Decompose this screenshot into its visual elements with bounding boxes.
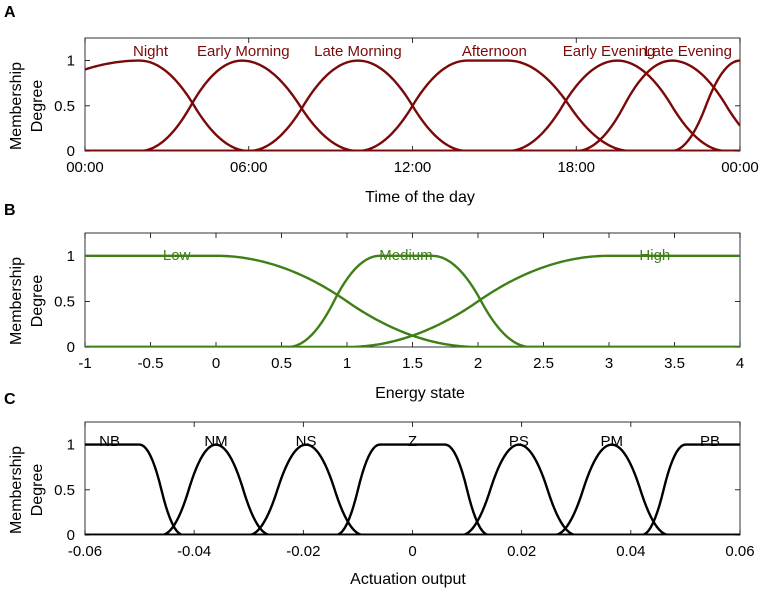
- panel-c-mf-curve-nb: [85, 443, 740, 535]
- panel-a-ytick-label: 1: [67, 53, 75, 70]
- panel-a-xtick-label: 00:00: [66, 159, 104, 176]
- panel-c-ytick-label: 0.5: [54, 482, 75, 499]
- panel-b-mf-curve-low: [85, 254, 740, 347]
- panel-b-ylabel-line2: Degree: [29, 275, 46, 328]
- panel-a-xtick-label: 12:00: [394, 159, 432, 176]
- panel-b-ytick-label: 0: [67, 339, 75, 356]
- panel-letter-b: B: [4, 202, 16, 219]
- panel-a-ytick-label: 0: [67, 143, 75, 160]
- panel-a-ylabel-line1: Membership: [8, 62, 25, 150]
- panel-b-xtick-label: -0.5: [138, 355, 164, 372]
- panel-c-ytick-label: 0: [67, 527, 75, 544]
- panel-c-xtick-label: -0.02: [286, 543, 320, 560]
- panel-a-ylabel-line2: Degree: [29, 80, 46, 133]
- panel-b-xtick-label: 3.5: [664, 355, 685, 372]
- panel-a-mf-curve-afternoon: [85, 59, 740, 151]
- panel-a-ytick-label: 0.5: [54, 98, 75, 115]
- panel-c-ylabel-line1: Membership: [8, 446, 25, 534]
- panel-c-plot: -0.06 -0.04 -0.02 0 0.02 0.04 0.06 0 0.5 1 NB NM NS Z…: [54, 421, 755, 560]
- panel-a-xtick-label: 18:00: [557, 159, 595, 176]
- panel-c-ylabel-line2: Degree: [29, 464, 46, 517]
- panel-b-ytick-label: 1: [67, 248, 75, 265]
- panel-c-mf-label-pb: PB: [700, 433, 720, 450]
- panel-c-mf-curve-pm: [85, 443, 740, 535]
- panel-c-mf-curve-ps: [85, 443, 740, 535]
- panel-a-mf-curve-early-evening: [85, 59, 740, 151]
- panel-c-mf-curve-ns: [85, 443, 740, 535]
- panel-c-xtick-label: -0.04: [177, 543, 211, 560]
- panel-c-mf-label-ns: NS: [296, 433, 317, 450]
- panel-c-mf-label-nm: NM: [204, 433, 227, 450]
- panel-a-xtick-label: 00:00: [721, 159, 759, 176]
- panel-b-mf-curve-high: [85, 254, 740, 347]
- panel-c-xtick-label: 0.02: [507, 543, 536, 560]
- panel-c-xtick-label: 0.06: [725, 543, 754, 560]
- panel-c-mf-curve-z: [85, 443, 740, 535]
- panel-b-xtick-label: 0: [212, 355, 220, 372]
- panel-c-mf-curve-pb: [85, 443, 740, 535]
- panel-c-xtick-label: 0: [408, 543, 416, 560]
- panel-a-mf-curve-early-morning: [85, 59, 740, 151]
- panel-a-mf-label-afternoon: Afternoon: [462, 43, 527, 60]
- panel-a-mf-label-early-morning: Early Morning: [197, 43, 290, 60]
- panel-c-mf-label-nb: NB: [99, 433, 120, 450]
- panel-b-mf-label-high: High: [639, 247, 670, 264]
- panel-a-mf-curve-night: [85, 59, 740, 151]
- panel-c-xlabel: Actuation output: [350, 571, 466, 588]
- panel-b-xtick-label: 3: [605, 355, 613, 372]
- panel-a-mf-curve-late-evening: [85, 59, 740, 151]
- panel-b-xtick-label: 4: [736, 355, 744, 372]
- panel-b: B Membership Degree Energy state -1 -0.5 0…: [4, 202, 744, 402]
- panel-letter-c: C: [4, 391, 16, 408]
- panel-c-ytick-label: 1: [67, 437, 75, 454]
- panel-a-xlabel: Time of the day: [365, 189, 475, 206]
- panel-b-mf-label-low: Low: [163, 247, 191, 264]
- panel-b-mf-label-medium: Medium: [379, 247, 432, 264]
- panel-c-xtick-label: -0.06: [68, 543, 102, 560]
- panel-b-xlabel: Energy state: [375, 385, 465, 402]
- panel-b-xtick-label: 1.5: [402, 355, 423, 372]
- panel-a-xtick-label: 06:00: [230, 159, 268, 176]
- panel-b-ytick-label: 0.5: [54, 293, 75, 310]
- panel-b-plot: -1 -0.5 0 0.5 1 1.5 2 2.5 3 3.5 4 0 0.5 1 Low Medium Hig…: [54, 232, 744, 372]
- panel-a-mf-label-late-morning: Late Morning: [314, 43, 402, 60]
- panel-c: C Membership Degree Actuation output -0.…: [4, 391, 755, 588]
- panel-a: A Membership Degree Time of the day 00:0…: [4, 4, 759, 206]
- panel-letter-a: A: [4, 4, 16, 21]
- panel-c-mf-curve-nm: [85, 443, 740, 535]
- panel-a-mf-label-late-evening: Late Evening: [644, 43, 732, 60]
- panel-c-mf-label-ps: PS: [509, 433, 529, 450]
- panel-b-xtick-label: 1: [343, 355, 351, 372]
- panel-b-mf-curve-medium: [85, 254, 740, 347]
- panel-a-mf-label-early-evening: Early Evening: [563, 43, 656, 60]
- panel-b-xtick-label: 2: [474, 355, 482, 372]
- panel-c-mf-label-z: Z: [408, 433, 417, 450]
- panel-c-xtick-label: 0.04: [616, 543, 645, 560]
- panel-b-ylabel-line1: Membership: [8, 257, 25, 345]
- panel-b-xtick-label: 0.5: [271, 355, 292, 372]
- panel-a-mf-label-night: Night: [133, 43, 169, 60]
- panel-b-xtick-label: -1: [78, 355, 91, 372]
- panel-b-xtick-label: 2.5: [533, 355, 554, 372]
- panel-c-mf-label-pm: PM: [600, 433, 623, 450]
